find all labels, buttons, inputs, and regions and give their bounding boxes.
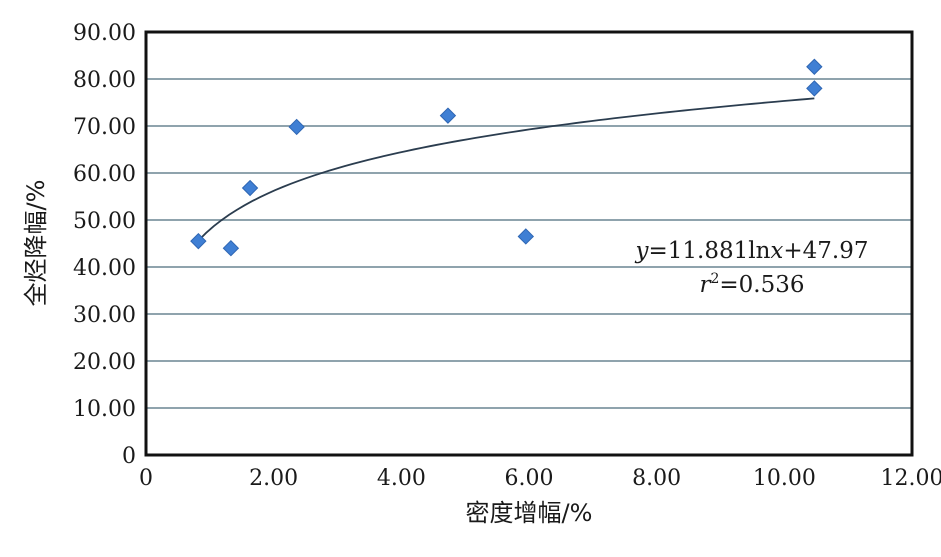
y-tick-label: 40.00 xyxy=(73,256,136,281)
x-tick-label: 8.00 xyxy=(632,466,681,491)
y-tick-label: 80.00 xyxy=(73,68,136,93)
data-point xyxy=(517,228,535,245)
data-point xyxy=(222,239,240,257)
data-point xyxy=(241,179,259,197)
trendline xyxy=(197,97,815,242)
y-tick-label: 50.00 xyxy=(73,209,136,234)
x-tick-label: 12.00 xyxy=(881,466,941,491)
y-tick-label: 0 xyxy=(122,444,136,469)
x-tick-label: 10.00 xyxy=(753,466,816,491)
y-tick-label: 70.00 xyxy=(73,115,136,140)
x-tick-label: 4.00 xyxy=(377,466,426,491)
x-axis-title: 密度增幅/% xyxy=(466,499,593,527)
x-tick-label: 2.00 xyxy=(249,466,298,491)
y-tick-label: 60.00 xyxy=(73,162,136,187)
y-tick-label: 10.00 xyxy=(73,397,136,422)
y-tick-label: 30.00 xyxy=(73,303,136,328)
gridlines xyxy=(146,78,912,409)
y-tick-label: 20.00 xyxy=(73,350,136,375)
trendline-equation: y=11.881lnx+47.97 xyxy=(634,238,868,264)
data-point xyxy=(806,80,823,97)
x-axis-tick-labels: 0 2.00 4.00 6.00 8.00 10.00 12.00 xyxy=(139,466,941,491)
r-squared-label: r2=0.536 xyxy=(699,271,804,298)
y-axis-tick-labels: 0 10.00 20.00 30.00 40.00 50.00 60.00 70.00 80.0… xyxy=(73,21,136,469)
data-points xyxy=(190,58,823,257)
data-point xyxy=(288,118,305,136)
data-point xyxy=(806,58,823,75)
y-tick-label: 90.00 xyxy=(73,21,136,46)
plot-area-frame xyxy=(144,30,914,457)
data-point xyxy=(190,232,207,250)
x-tick-label: 0 xyxy=(139,466,153,491)
data-point xyxy=(439,107,457,124)
y-axis-title: 全烃降幅/% xyxy=(22,180,50,307)
x-tick-label: 6.00 xyxy=(505,466,554,491)
